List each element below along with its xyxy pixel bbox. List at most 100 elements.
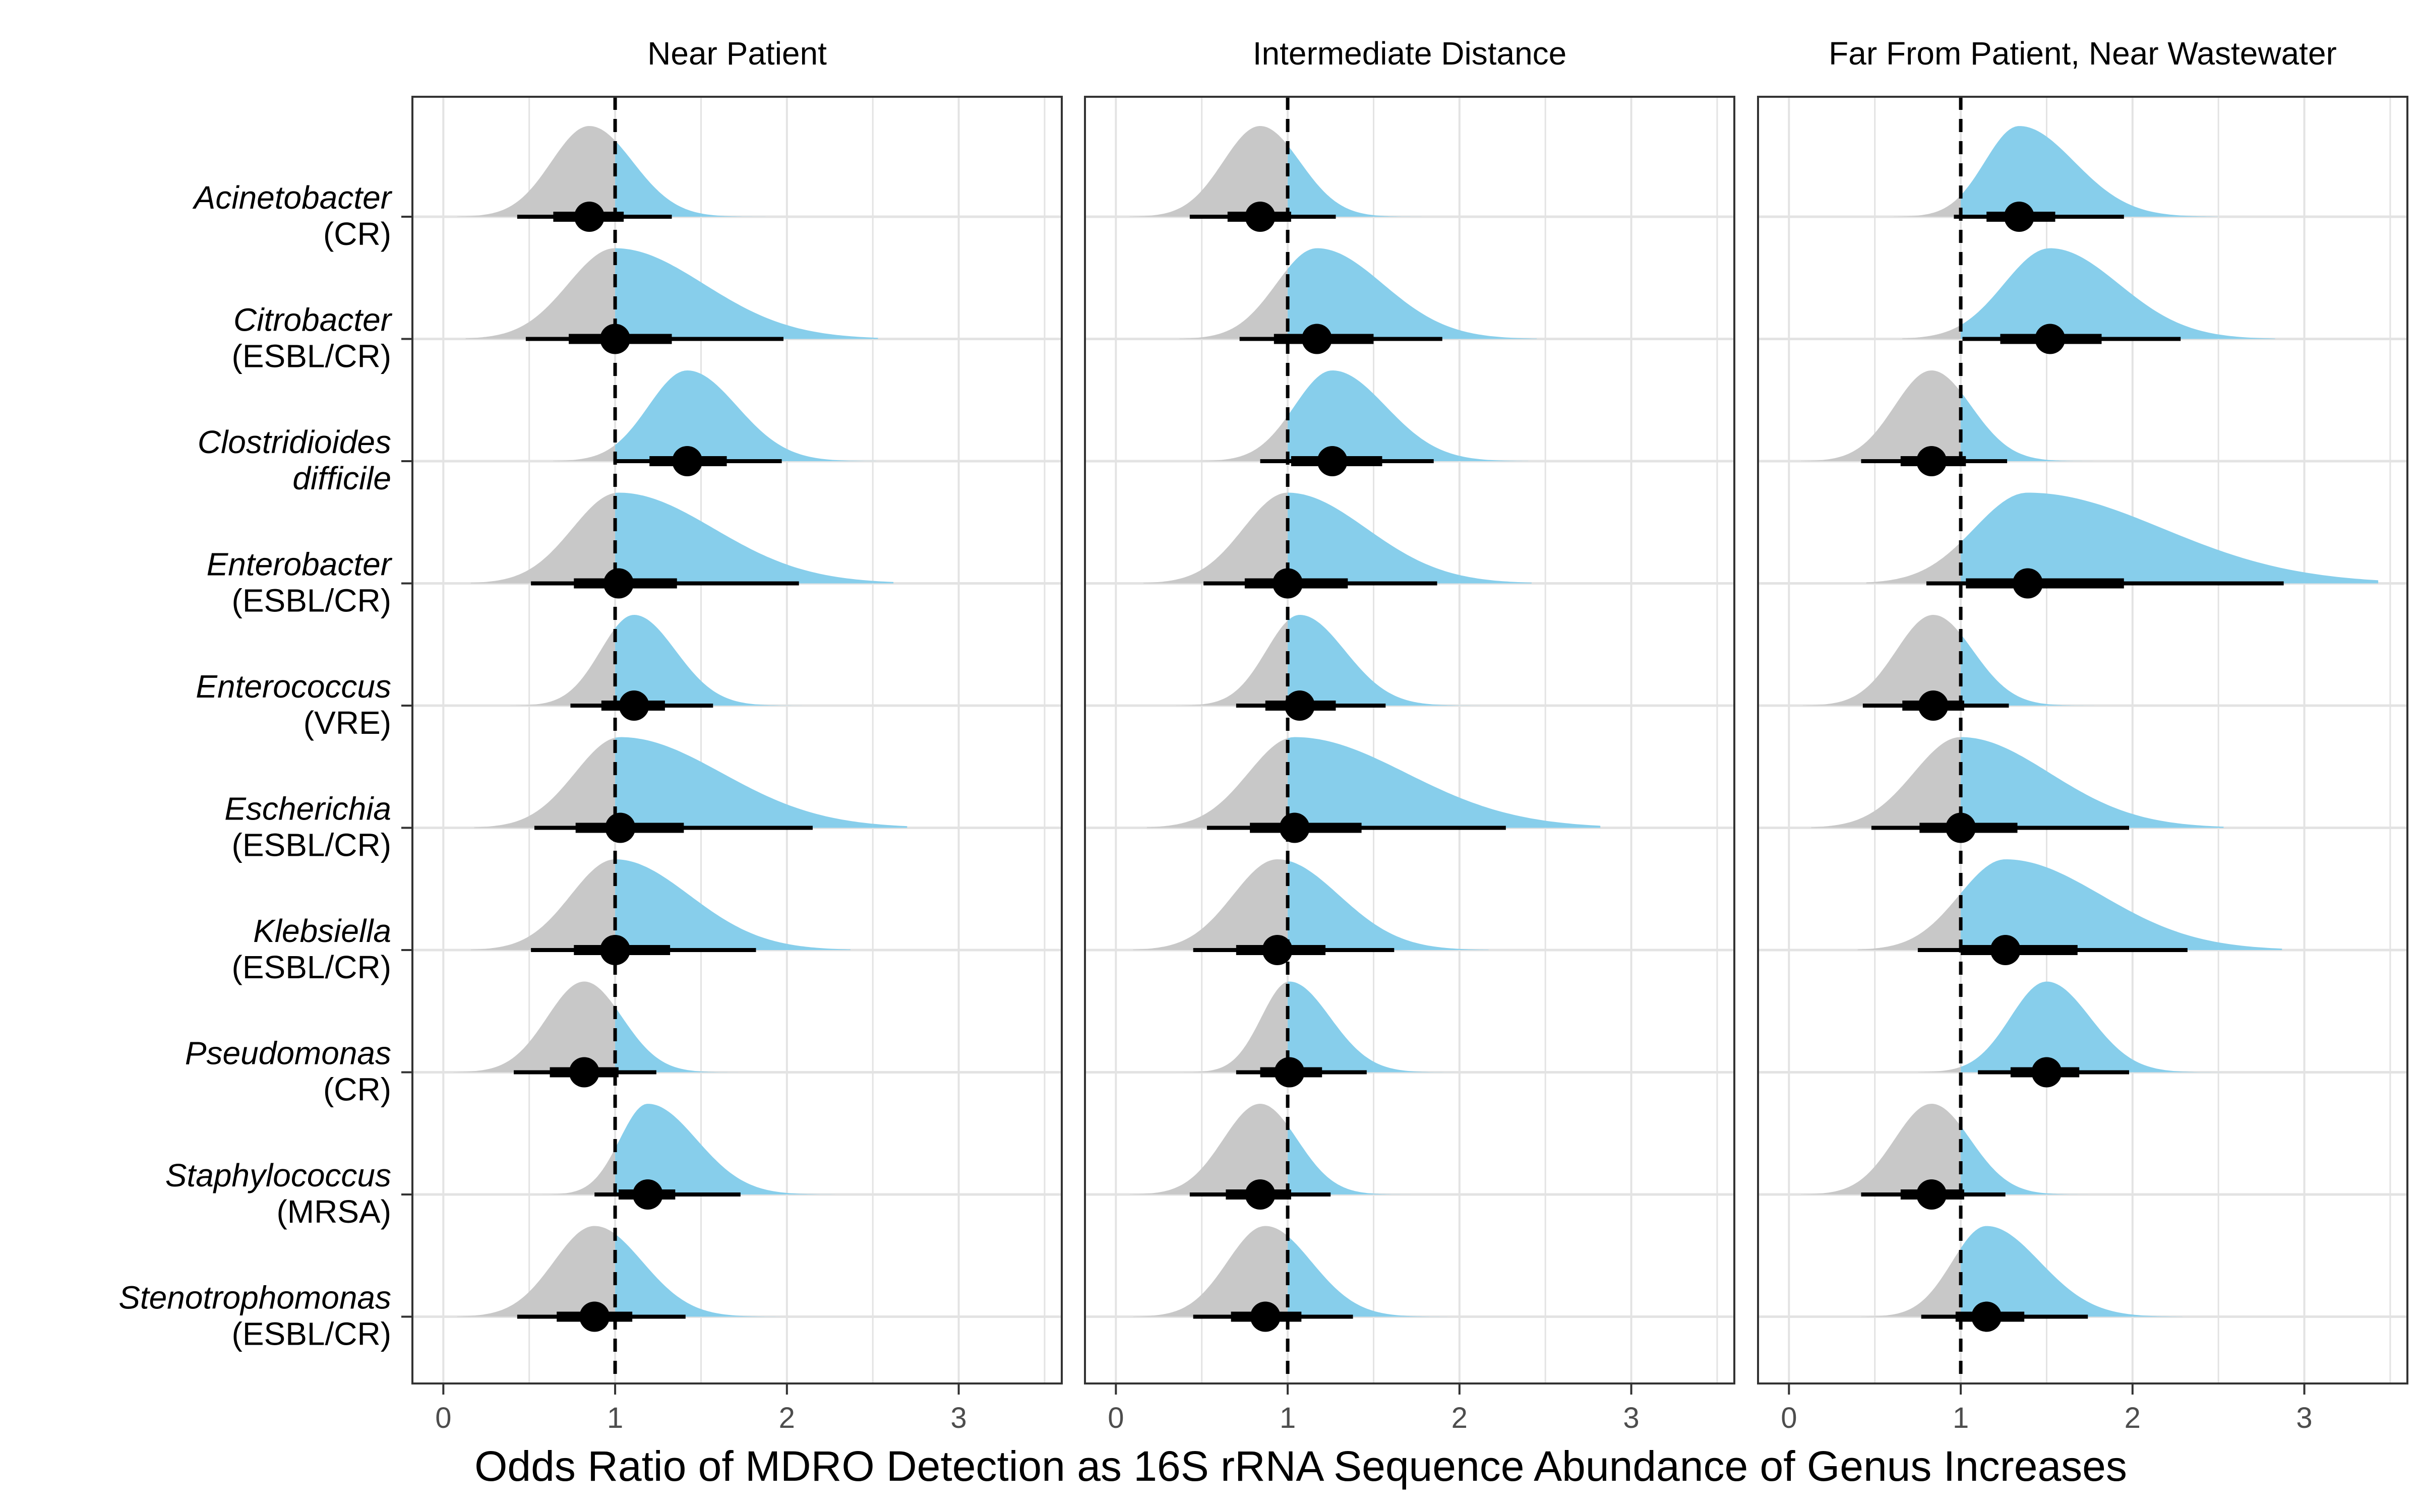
panel-border [1757,96,2408,1384]
median-point [1946,812,1976,843]
density-above-one [1961,248,2275,339]
median-point [2004,202,2034,232]
x-tick-label: 3 [2296,1402,2312,1434]
density-above-one [1288,145,1430,217]
median-point [1273,568,1303,599]
median-point [1916,1179,1947,1210]
density-above-one [1961,126,2219,217]
x-tick-label: 2 [1451,1402,1468,1434]
median-point [569,1057,599,1088]
density-above-one [615,615,808,706]
density-below-one [1857,893,1961,950]
density-below-one [465,248,616,339]
row-label: Citrobacter(ESBL/CR) [232,302,412,374]
median-point [1317,446,1348,476]
density-above-one [1961,1226,2183,1317]
density-above-one [615,492,894,584]
median-point [1990,935,2021,965]
density-below-one [1176,620,1288,706]
x-tick-label: 2 [2125,1402,2141,1434]
median-point [619,690,649,721]
density-above-one [1288,860,1489,950]
density-below-one [1129,1104,1288,1194]
panel-2: Intermediate Distance 0 1 2 3 [1084,35,1735,1434]
x-tick-label: 1 [1953,1402,1969,1434]
median-point [603,568,634,599]
density-below-one [1133,1226,1288,1317]
row-label: Escherichia(ESBL/CR) [224,791,412,863]
density-below-one [510,628,616,706]
density-below-one [470,493,616,584]
row-label-group: (VRE) [304,705,391,741]
x-tick-label: 3 [950,1402,966,1434]
row-label-genus: Clostridioides [198,424,391,460]
density-above-one [1288,248,1537,339]
median-point [600,324,631,354]
row-label-group: (ESBL/CR) [232,1316,392,1352]
row-label: Stenotrophomonas(ESBL/CR) [118,1280,412,1352]
density-below-one [553,445,616,461]
density-above-one [1961,492,2379,584]
density-above-one [1288,981,1462,1073]
median-point [1284,690,1315,721]
median-point [605,812,636,843]
x-tick-label: 0 [1108,1402,1124,1434]
median-point [1918,690,1949,721]
x-tick-label: 0 [435,1402,451,1434]
panel-3: Far From Patient, Near Wastewater 0 1 2 3 [1757,35,2408,1434]
density-below-one [1866,542,1961,584]
density-above-one [615,1104,835,1194]
density-below-one [457,1226,616,1317]
row-label: Enterococcus(VRE) [196,668,412,741]
density-below-one [1811,737,1961,828]
density-below-one [1917,1066,1961,1073]
density-above-one [615,141,766,217]
density-below-one [453,981,616,1073]
row-label-group: (MRSA) [276,1193,391,1230]
density-above-one [1961,737,2224,828]
density-above-one [1961,859,2282,950]
density-above-one [1961,392,2102,461]
x-tick-label: 0 [1781,1402,1797,1434]
density-above-one [615,1234,780,1317]
median-point [1245,202,1276,232]
panel-border [1084,96,1735,1384]
row-label: Klebsiella(ESBL/CR) [232,913,412,985]
x-tick-label: 3 [1623,1402,1639,1434]
median-point [2035,324,2066,354]
median-point [1302,324,1332,354]
density-below-one [1133,859,1288,950]
median-point [632,1179,663,1210]
x-tick-label: 1 [1280,1402,1296,1434]
row-label-genus: Citrobacter [233,302,393,338]
density-above-one [1288,1125,1425,1194]
density-above-one [615,370,876,461]
median-point [579,1301,610,1332]
density-below-one [1143,492,1288,584]
median-point [1262,935,1293,965]
row-label-group: (ESBL/CR) [232,949,392,985]
density-above-one [1961,1126,2100,1194]
density-below-one [1801,370,1961,461]
row-label-genus: Escherichia [224,791,391,827]
density-below-one [1146,738,1288,828]
density-above-one [1288,492,1532,584]
density-above-one [1288,1236,1447,1317]
density-below-one [534,1148,616,1194]
density-below-one [1894,195,1961,217]
density-below-one [457,126,616,217]
density-above-one [1288,737,1601,828]
row-label-group: (ESBL/CR) [232,827,392,863]
row-label-genus: Acinetobacter [192,179,393,216]
x-axis-title: Odds Ratio of MDRO Detection as 16S rRNA… [474,1442,2127,1490]
density-below-one [1129,126,1288,217]
row-label-genus: Enterococcus [196,668,391,705]
median-point [1250,1301,1281,1332]
median-point [2031,1057,2062,1088]
density-below-one [1902,325,1961,339]
median-point [1916,446,1947,476]
row-label-group: difficile [292,460,391,496]
panel-border [411,96,1063,1384]
